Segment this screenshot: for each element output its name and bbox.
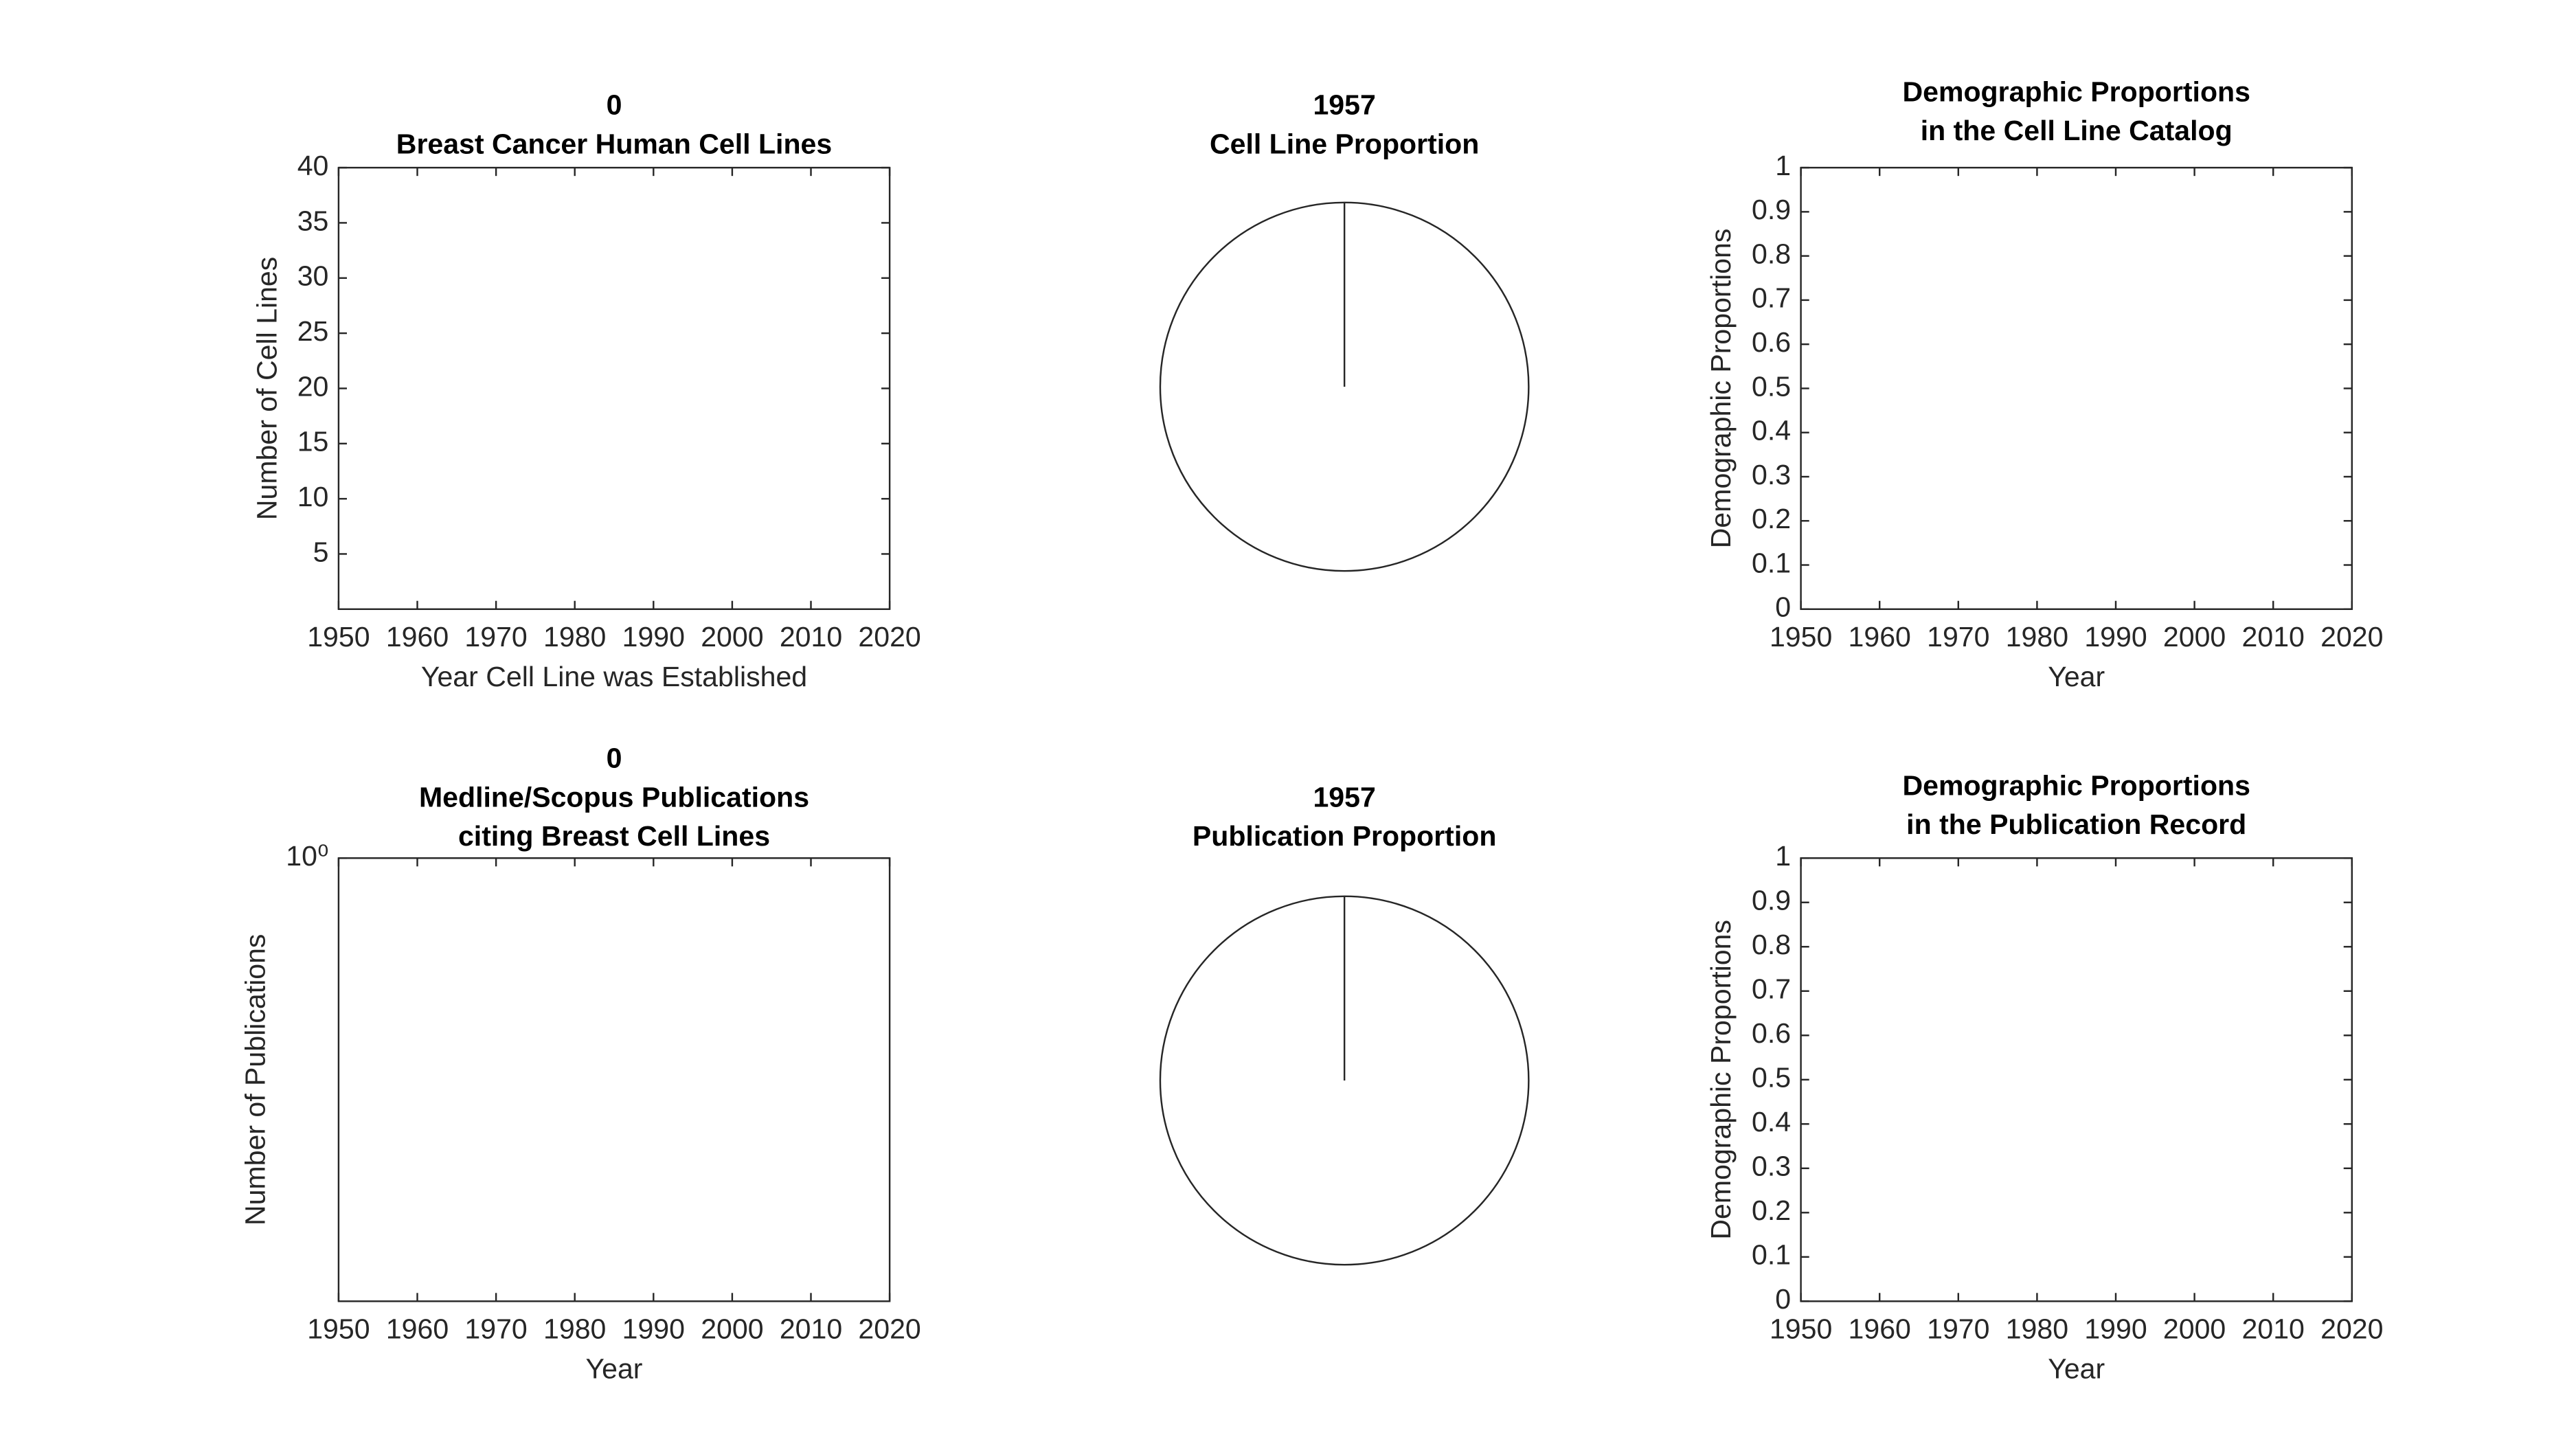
axes-box (1800, 166, 2353, 611)
y-tick-label: 0.8 (1752, 929, 1791, 960)
x-tick-label: 1990 (622, 621, 685, 653)
x-tick-label: 1980 (543, 621, 606, 653)
x-tick-label: 1990 (2084, 1313, 2147, 1345)
y-tick-label: 1 (1775, 150, 1791, 181)
axes-box (337, 166, 891, 611)
y-tick-label: 0.8 (1752, 238, 1791, 269)
x-tick-label: 1980 (2006, 621, 2068, 653)
x-tick-label: 1960 (1849, 621, 1911, 653)
x-tick-label: 2000 (2163, 1313, 2226, 1345)
y-tick-label: 5 (313, 536, 329, 567)
chart-title: Breast Cancer Human Cell Lines (396, 128, 832, 160)
y-tick-label: 15 (297, 426, 329, 457)
y-tick-label: 0.9 (1752, 194, 1791, 225)
chart-title: Demographic Proportions (1902, 76, 2250, 107)
x-tick-label: 1970 (464, 1313, 527, 1345)
x-tick-label: 2020 (2320, 621, 2383, 653)
y-tick-label: 25 (297, 315, 329, 347)
x-axis-label: Year Cell Line was Established (421, 661, 807, 692)
x-tick-label: 2000 (701, 1313, 763, 1345)
y-tick-label: 0.2 (1752, 503, 1791, 534)
x-axis-label: Year (586, 1353, 643, 1385)
y-tick-label: 40 (297, 150, 329, 181)
x-tick-label: 2010 (2242, 1313, 2305, 1345)
chart-title: Cell Line Proportion (1210, 128, 1479, 160)
chart-title: 0 (607, 743, 622, 774)
x-tick-label: 1980 (2006, 1313, 2068, 1345)
x-tick-label: 1970 (1927, 1313, 1989, 1345)
y-tick-label: 10 (297, 481, 329, 512)
y-tick-label: 0.2 (1752, 1195, 1791, 1226)
y-tick-label: 0.6 (1752, 326, 1791, 358)
y-tick-label: 0.9 (1752, 885, 1791, 916)
y-axis-label: Demographic Proportions (1705, 229, 1737, 549)
chart-title: Demographic Proportions (1902, 769, 2250, 801)
x-tick-label: 2000 (2163, 621, 2226, 653)
chart-title: 1957 (1313, 781, 1375, 813)
y-tick-label: 1 (1775, 840, 1791, 872)
y-tick-label: 0 (1775, 1283, 1791, 1315)
y-tick-label: 0.3 (1752, 1151, 1791, 1182)
x-tick-label: 2020 (858, 1313, 920, 1345)
y-tick-label: 0.7 (1752, 282, 1791, 314)
y-axis-label: Number of Publications (239, 934, 271, 1226)
y-tick-label: 30 (297, 260, 329, 292)
x-tick-label: 1960 (386, 1313, 449, 1345)
chart-title: Publication Proportion (1193, 820, 1497, 852)
y-tick-label: 0.3 (1752, 459, 1791, 490)
x-tick-label: 2010 (780, 621, 842, 653)
chart-title: citing Breast Cell Lines (458, 820, 770, 852)
x-tick-label: 1990 (2084, 621, 2147, 653)
y-tick-label: 0.1 (1752, 1239, 1791, 1271)
y-tick-label: 0.5 (1752, 370, 1791, 402)
x-tick-label: 1970 (1927, 621, 1989, 653)
x-tick-label: 2020 (2320, 1313, 2383, 1345)
x-tick-label: 1950 (307, 621, 370, 653)
x-tick-label: 1980 (543, 1313, 606, 1345)
x-tick-label: 1950 (1770, 621, 1832, 653)
y-tick-label: 0 (1775, 591, 1791, 623)
y-tick-label: 0.5 (1752, 1062, 1791, 1094)
x-tick-label: 2010 (780, 1313, 842, 1345)
x-tick-label: 1990 (622, 1313, 685, 1345)
x-tick-label: 1950 (1770, 1313, 1832, 1345)
y-tick-label: 10⁰ (286, 840, 328, 872)
x-tick-label: 1970 (464, 621, 527, 653)
y-tick-label: 20 (297, 370, 329, 402)
x-tick-label: 1960 (1849, 1313, 1911, 1345)
x-tick-label: 1960 (386, 621, 449, 653)
chart-title: in the Publication Record (1906, 808, 2246, 840)
x-tick-label: 2000 (701, 621, 763, 653)
y-axis-label: Number of Cell Lines (251, 257, 282, 520)
y-tick-label: 0.6 (1752, 1017, 1791, 1049)
axes-box (1800, 857, 2353, 1302)
x-axis-label: Year (2048, 661, 2105, 692)
y-tick-label: 0.7 (1752, 973, 1791, 1005)
y-tick-label: 0.4 (1752, 415, 1791, 446)
y-tick-label: 0.1 (1752, 547, 1791, 578)
chart-title: 1957 (1313, 89, 1375, 121)
x-tick-label: 1950 (307, 1313, 370, 1345)
axes-box (337, 857, 891, 1302)
y-axis-label: Demographic Proportions (1705, 920, 1737, 1240)
chart-title: Medline/Scopus Publications (419, 781, 809, 813)
y-tick-label: 35 (297, 205, 329, 236)
x-tick-label: 2010 (2242, 621, 2305, 653)
x-axis-label: Year (2048, 1353, 2105, 1385)
chart-title: 0 (607, 89, 622, 121)
chart-title: in the Cell Line Catalog (1921, 115, 2233, 146)
x-tick-label: 2020 (858, 621, 920, 653)
y-tick-label: 0.4 (1752, 1106, 1791, 1138)
